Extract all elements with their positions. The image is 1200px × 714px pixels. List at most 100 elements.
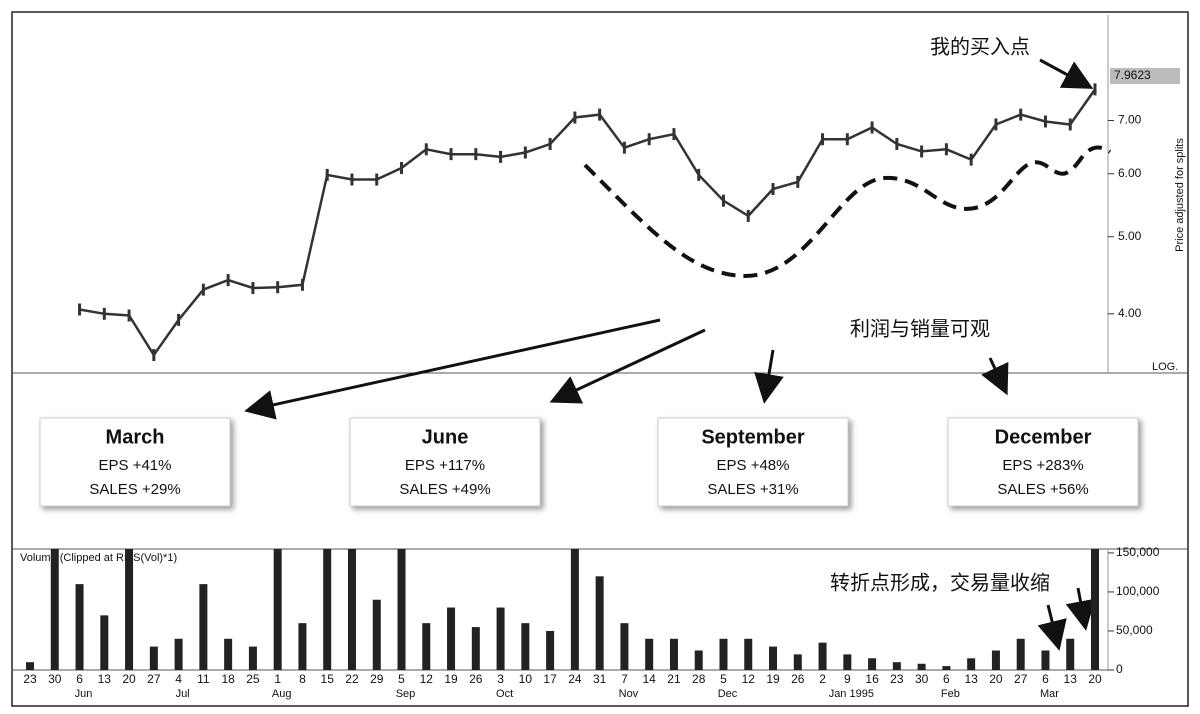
volume-bar [719,638,728,670]
price-bar [375,173,379,186]
price-bar [697,168,701,181]
y-tick-label: 7.00 [1118,113,1142,127]
x-tick-label: 8 [299,672,306,686]
x-tick-label: 22 [345,672,359,686]
quarter-title: December [995,426,1092,448]
price-bar [548,137,552,150]
x-tick-label: 12 [742,672,756,686]
volume-bar [620,623,629,670]
price-bar [226,274,230,287]
price-bar [796,175,800,188]
quarter-sales: SALES +56% [997,481,1088,498]
volume-bar [1016,638,1025,670]
price-bar [523,146,527,159]
x-tick-label: 3 [497,672,504,686]
volume-bar [769,646,778,670]
x-tick-label: 11 [197,672,210,686]
quarter-box [39,417,231,507]
price-bar [1019,108,1023,121]
x-tick-label: 23 [23,672,37,686]
month-label: Jan 1995 [829,688,874,700]
price-bar [350,173,354,186]
y-tick-label: 4.00 [1118,306,1142,320]
x-tick-label: 19 [444,672,458,686]
x-tick-label: 5 [398,672,405,686]
y-axis-label: Price adjusted for splits [1174,138,1186,252]
quarter-title: June [422,426,469,448]
y-tick-label: 100,000 [1116,584,1160,598]
volume-bar [843,654,852,670]
x-tick-label: 20 [989,672,1003,686]
price-bar [276,281,280,294]
x-tick-label: 15 [321,672,335,686]
volume-bar [347,549,356,670]
volume-bar [125,549,134,670]
x-tick-label: 1 [274,672,281,686]
x-tick-label: 17 [543,672,557,686]
annotation: 转折点形成，交易量收缩 [830,571,1050,595]
x-tick-label: 5 [720,672,727,686]
y-tick-label: 5.00 [1118,229,1142,243]
volume-bar [1041,650,1050,670]
x-tick-label: 14 [643,672,657,686]
price-bar [994,118,998,131]
x-tick-label: 20 [1088,672,1102,686]
volume-bar [496,607,505,670]
x-tick-label: 29 [370,672,384,686]
x-tick-label: 13 [1064,672,1078,686]
price-bar [78,303,82,316]
price-bar [573,111,577,124]
x-tick-label: 2 [819,672,826,686]
price-bar [1068,118,1072,131]
volume-bar [397,549,406,670]
volume-bar [471,627,480,670]
volume-bar [75,584,84,670]
volume-bar [149,646,158,670]
x-tick-label: 19 [766,672,780,686]
scale-label: LOG. [1152,361,1178,373]
volume-bar [818,642,827,670]
volume-bar [521,623,530,670]
volume-bar [595,576,604,670]
x-tick-label: 26 [469,672,483,686]
volume-bar [744,638,753,670]
x-tick-label: 9 [844,672,851,686]
x-tick-label: 20 [122,672,136,686]
price-bar [845,133,849,146]
x-tick-label: 30 [915,672,929,686]
volume-bar [50,549,59,670]
volume-bar [26,662,34,670]
x-tick-label: 24 [568,672,582,686]
x-tick-label: 25 [246,672,260,686]
quarter-eps: EPS +41% [99,457,172,474]
price-bar [969,153,973,166]
volume-bar [942,666,951,670]
quarter-eps: EPS +117% [405,457,485,474]
volume-bar [694,650,703,670]
x-tick-label: 6 [1042,672,1049,686]
month-label: Oct [496,688,513,700]
x-tick-label: 6 [76,672,83,686]
x-tick-label: 18 [221,672,235,686]
price-bar [920,145,924,158]
x-tick-label: 28 [692,672,706,686]
volume-bar [224,638,233,670]
x-tick-label: 26 [791,672,805,686]
y-tick-label: 150,000 [1116,545,1160,559]
x-tick-label: 13 [98,672,112,686]
x-tick-label: 30 [48,672,62,686]
volume-bar [323,549,332,670]
y-tick-label: 6.00 [1118,166,1142,180]
volume-bar [273,549,282,670]
x-tick-label: 13 [964,672,978,686]
volume-bar [917,663,926,670]
price-bar [499,150,503,163]
price-bar [895,137,899,150]
quarter-sales: SALES +49% [399,481,490,498]
volume-title: Volume (Clipped at RMS(Vol)*1) [20,552,177,564]
x-tick-label: 21 [667,672,681,686]
x-tick-label: 31 [593,672,607,686]
price-bar [944,143,948,156]
month-label: Feb [941,688,960,700]
